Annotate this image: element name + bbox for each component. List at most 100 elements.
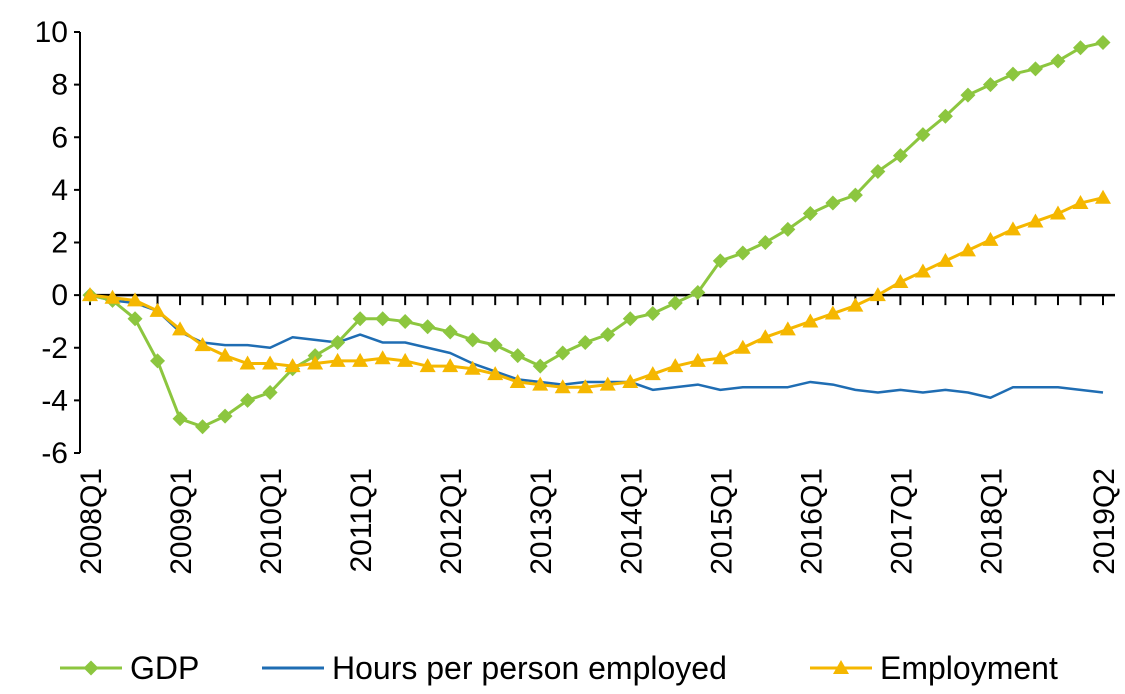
series-gdp	[82, 35, 1111, 435]
x-tick-label: 2010Q1	[255, 468, 288, 575]
data-point-employment	[1095, 189, 1111, 204]
data-point-gdp	[622, 311, 638, 327]
data-point-gdp	[465, 332, 481, 348]
data-point-gdp	[1027, 61, 1043, 77]
x-tick-label: 2015Q1	[705, 468, 738, 575]
y-tick-label: 10	[35, 16, 68, 49]
data-point-gdp	[330, 334, 346, 350]
data-point-gdp	[1095, 35, 1111, 51]
data-point-employment	[194, 337, 211, 352]
x-tick-label: 2016Q1	[795, 468, 828, 575]
data-point-employment	[464, 360, 481, 375]
data-point-employment	[982, 231, 999, 246]
data-point-gdp	[735, 245, 751, 261]
data-point-employment	[914, 263, 931, 278]
y-tick-label: 6	[51, 121, 68, 154]
legend-label: GDP	[130, 650, 199, 686]
legend-marker	[833, 660, 849, 674]
x-axis: 2008Q1 2009Q1 2010Q1 2011Q1 2012Q1 2013Q1 2014…	[75, 293, 1121, 575]
data-point-gdp	[532, 358, 548, 374]
data-point-gdp	[780, 221, 796, 237]
y-tick-label: -2	[41, 332, 68, 365]
data-point-employment	[509, 373, 526, 388]
data-point-gdp	[397, 313, 413, 329]
legend-label: Employment	[880, 650, 1058, 686]
data-point-employment	[644, 366, 661, 381]
data-point-employment	[824, 305, 841, 320]
data-point-employment	[1072, 195, 1089, 210]
data-point-employment	[149, 302, 166, 317]
data-point-gdp	[240, 392, 256, 408]
data-point-gdp	[825, 195, 841, 211]
data-point-gdp	[510, 348, 526, 364]
data-point-employment	[172, 321, 189, 336]
x-tick-label: 2018Q1	[975, 468, 1008, 575]
data-point-gdp	[960, 87, 976, 103]
data-point-employment	[779, 321, 796, 336]
data-point-gdp	[982, 77, 998, 93]
data-point-employment	[1049, 205, 1066, 220]
data-point-gdp	[915, 127, 931, 143]
data-point-employment	[239, 355, 256, 370]
data-point-employment	[959, 242, 976, 257]
y-tick-label: -6	[41, 437, 68, 470]
data-point-employment	[532, 376, 549, 391]
data-point-employment	[307, 355, 324, 370]
data-point-employment	[82, 287, 98, 302]
series-line-employment	[89, 196, 1104, 389]
data-point-gdp	[600, 327, 616, 343]
data-point-employment	[689, 352, 706, 367]
data-point-employment	[554, 379, 571, 394]
data-point-employment	[419, 358, 436, 373]
data-point-employment	[869, 287, 886, 302]
y-tick-label: 8	[51, 69, 68, 102]
data-point-employment	[577, 379, 594, 394]
y-tick-label: 4	[51, 174, 68, 207]
y-tick-label: 2	[51, 227, 68, 260]
data-point-gdp	[262, 384, 278, 400]
data-point-gdp	[1050, 53, 1066, 69]
legend-marker	[83, 660, 99, 676]
data-point-gdp	[690, 284, 706, 300]
data-point-gdp	[172, 411, 188, 427]
data-point-employment	[397, 352, 414, 367]
data-point-employment	[937, 252, 954, 267]
data-point-employment	[599, 376, 616, 391]
series-line-hours-per-person-employed	[89, 293, 1104, 399]
x-tick-label: 2014Q1	[615, 468, 648, 575]
legend: GDP Hours per person employed Employment	[60, 650, 1058, 686]
data-point-gdp	[1072, 40, 1088, 56]
data-point-employment	[284, 358, 301, 373]
x-tick-label: 2019Q2	[1088, 468, 1121, 575]
data-point-employment	[1004, 221, 1021, 236]
data-point-employment	[622, 373, 639, 388]
data-point-gdp	[555, 345, 571, 361]
data-point-employment	[217, 347, 234, 362]
data-point-employment	[352, 352, 369, 367]
data-point-employment	[892, 273, 909, 288]
data-point-employment	[712, 350, 729, 365]
data-point-gdp	[375, 311, 391, 327]
x-tick-label: 2013Q1	[525, 468, 558, 575]
data-point-gdp	[150, 353, 166, 369]
data-point-employment	[802, 313, 819, 328]
x-tick-label: 2017Q1	[885, 468, 918, 575]
data-point-gdp	[937, 108, 953, 124]
data-point-gdp	[645, 306, 661, 322]
legend-item-employment: Employment	[810, 650, 1058, 686]
data-point-gdp	[577, 334, 593, 350]
data-point-gdp	[847, 187, 863, 203]
data-point-gdp	[487, 337, 503, 353]
legend-item-gdp: GDP	[60, 650, 199, 686]
legend-label: Hours per person employed	[332, 650, 727, 686]
y-axis: -6 -4 -2 0 2 4 6 8 10	[35, 16, 81, 470]
data-point-employment	[262, 355, 279, 370]
series-line-gdp	[89, 41, 1104, 429]
data-point-employment	[374, 350, 391, 365]
data-point-gdp	[442, 324, 458, 340]
x-tick-label: 2011Q1	[345, 468, 378, 573]
data-point-gdp	[802, 206, 818, 222]
data-point-gdp	[127, 311, 143, 327]
y-tick-label: 0	[51, 279, 68, 312]
